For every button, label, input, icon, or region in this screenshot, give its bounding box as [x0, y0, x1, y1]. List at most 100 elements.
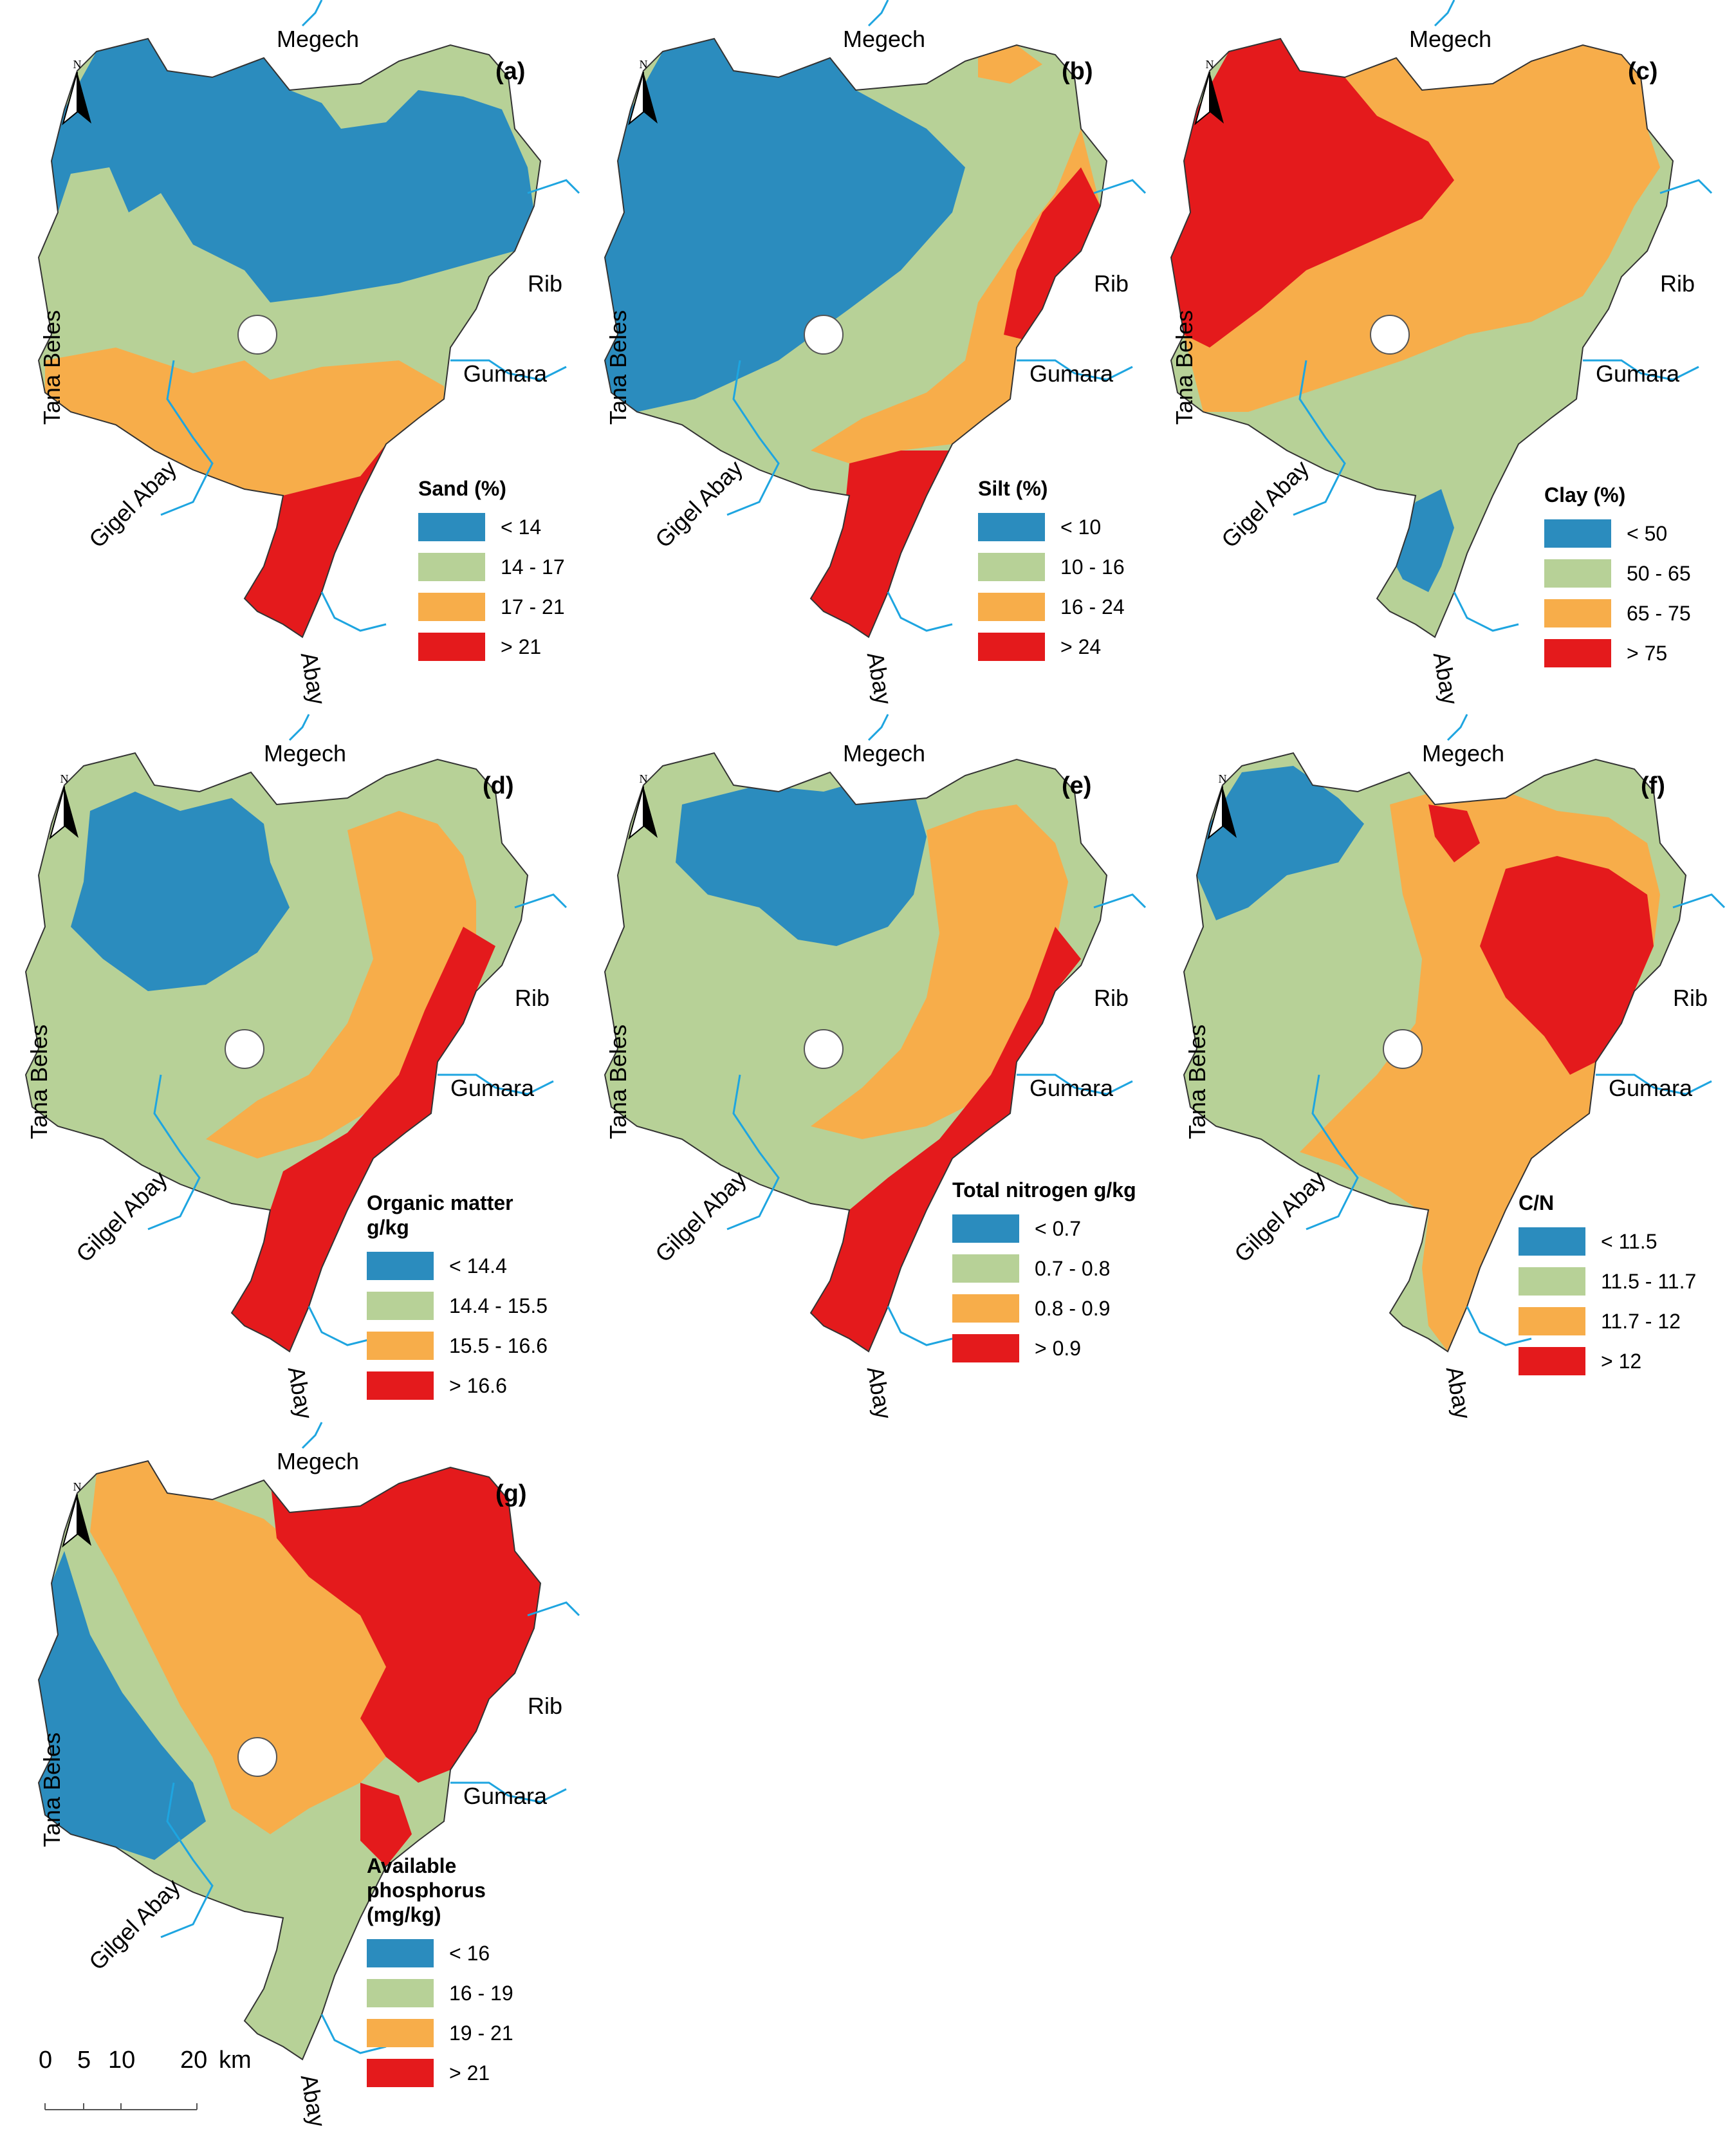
legend-swatch	[367, 1979, 434, 2007]
river-label-gumara: Gumara	[450, 1075, 535, 1101]
legend-swatch	[952, 1294, 1019, 1323]
legend: Silt (%) < 10 10 - 16 16 - 24 > 24	[978, 476, 1171, 667]
legend-label: 14 - 17	[501, 555, 565, 579]
legend-swatch	[418, 593, 485, 621]
legend: Organic matter g/kg < 14.4 14.4 - 15.5 15.5…	[367, 1191, 560, 1406]
river-line	[1434, 0, 1455, 27]
legend-item: > 75	[1544, 633, 1736, 673]
inner-gap	[803, 315, 844, 355]
river-line	[1293, 360, 1346, 516]
river-label-rib: Rib	[1660, 270, 1695, 297]
legend-swatch	[978, 593, 1045, 621]
legend-item: 0.7 - 0.8	[952, 1249, 1145, 1288]
legend-item: > 16.6	[367, 1366, 560, 1406]
legend: Total nitrogen g/kg < 0.7 0.7 - 0.8 0.8 - 0…	[952, 1178, 1145, 1368]
legend: C/N < 11.5 11.5 - 11.7 11.7 - 12 > 12	[1519, 1191, 1712, 1381]
catchment-outline	[1170, 37, 1674, 638]
legend-swatch	[1544, 559, 1611, 588]
legend-item: > 21	[418, 627, 611, 667]
river-line	[1017, 1073, 1133, 1095]
legend-item: 15.5 - 16.6	[367, 1326, 560, 1366]
river-label-megech: Megech	[277, 1448, 360, 1474]
legend-item: 16 - 24	[978, 587, 1171, 627]
north-arrow-icon: N	[58, 58, 97, 129]
legend-item: > 21	[367, 2053, 560, 2093]
inner-gap	[224, 1029, 265, 1069]
river-line	[450, 359, 567, 381]
river-line	[887, 591, 953, 632]
zone-red-3	[811, 927, 1081, 1352]
legend-item: 19 - 21	[367, 2013, 560, 2053]
zone-blue-1	[676, 779, 927, 946]
river-label-tana-beles: Tana Beles	[1184, 1024, 1210, 1139]
river-label-gumara: Gumara	[1030, 1075, 1114, 1101]
river-line	[438, 1073, 554, 1095]
river-line	[1453, 591, 1519, 632]
inner-gap	[237, 1737, 278, 1777]
river-label-rib: Rib	[528, 1693, 563, 1719]
legend-item: 16 - 19	[367, 1973, 560, 2013]
zone-orange-2	[90, 1461, 412, 1834]
river-label-tana-beles: Tana Beles	[1171, 310, 1197, 425]
river-line	[887, 1306, 953, 1346]
catchment-map	[604, 714, 1147, 1353]
north-arrow-icon: N	[624, 772, 663, 843]
legend-item: 14 - 17	[418, 547, 611, 587]
river-line	[527, 1601, 580, 1617]
panel-label: (g)	[495, 1480, 527, 1507]
legend-swatch	[978, 633, 1045, 661]
zone-red-4	[1480, 856, 1654, 1075]
legend-label: > 24	[1060, 635, 1102, 658]
inner-gap	[237, 315, 278, 355]
river-line	[1583, 359, 1699, 381]
legend-label: 16 - 19	[449, 1981, 513, 2005]
legend-title: C/N	[1519, 1191, 1555, 1214]
north-arrow-icon: N	[624, 58, 663, 129]
north-label: N	[1218, 772, 1227, 785]
map-panel-c: (c) N Megech Rib Gumara Tana Beles Gigel Abay A…	[1132, 0, 1713, 707]
catchment-outline	[1183, 752, 1687, 1353]
legend-item: < 10	[978, 507, 1171, 547]
legend-item: 0.8 - 0.9	[952, 1288, 1145, 1328]
legend: Available phosphorus (mg/kg) < 16 16 - 19 1…	[367, 1854, 560, 2093]
river-line	[1017, 359, 1133, 381]
river-label-gumara: Gumara	[1609, 1075, 1693, 1101]
zone-blue-1	[51, 39, 534, 302]
catchment-outline	[37, 37, 542, 638]
zone-orange-2	[45, 348, 444, 496]
legend-label: > 21	[501, 635, 542, 658]
catchment-map	[1183, 714, 1726, 1353]
inner-gap	[803, 1029, 844, 1069]
legend-item: 11.5 - 11.7	[1519, 1261, 1712, 1301]
river-label-tana-beles: Tana Beles	[605, 310, 631, 425]
river-label-megech: Megech	[1409, 26, 1492, 52]
legend-swatch	[418, 553, 485, 581]
legend-label: > 75	[1627, 641, 1668, 665]
river-line	[1446, 714, 1468, 741]
river-line	[147, 1074, 201, 1231]
catchment-outline	[604, 752, 1108, 1353]
legend-swatch	[978, 553, 1045, 581]
legend-item: < 0.7	[952, 1209, 1145, 1249]
map-panel-b: (b) N Megech Rib Gumara Tana Beles Gigel Abay A…	[566, 0, 1147, 707]
legend-swatch	[1544, 519, 1611, 548]
north-label: N	[73, 1480, 82, 1493]
legend-label: 15.5 - 16.6	[449, 1334, 548, 1357]
zone-red-3	[1428, 804, 1480, 862]
legend-item: < 16	[367, 1933, 560, 1973]
catchment-outline	[604, 37, 1108, 638]
legend-item: > 0.9	[952, 1328, 1145, 1368]
north-arrow-icon: N	[45, 772, 84, 843]
legend-swatch	[1544, 639, 1611, 667]
scale-tick-5: 5	[77, 2047, 91, 2074]
legend-swatch	[367, 1332, 434, 1360]
catchment-outline	[37, 1460, 542, 2061]
legend-label: < 11.5	[1601, 1229, 1658, 1253]
zone-blue-1	[1197, 766, 1364, 920]
legend-item: 65 - 75	[1544, 593, 1736, 633]
legend-label: 50 - 65	[1627, 561, 1691, 585]
legend-label: 14.4 - 15.5	[449, 1294, 548, 1317]
river-label-gumara: Gumara	[1030, 360, 1114, 387]
river-label-tana-beles: Tana Beles	[39, 310, 65, 425]
river-line	[301, 1422, 323, 1449]
